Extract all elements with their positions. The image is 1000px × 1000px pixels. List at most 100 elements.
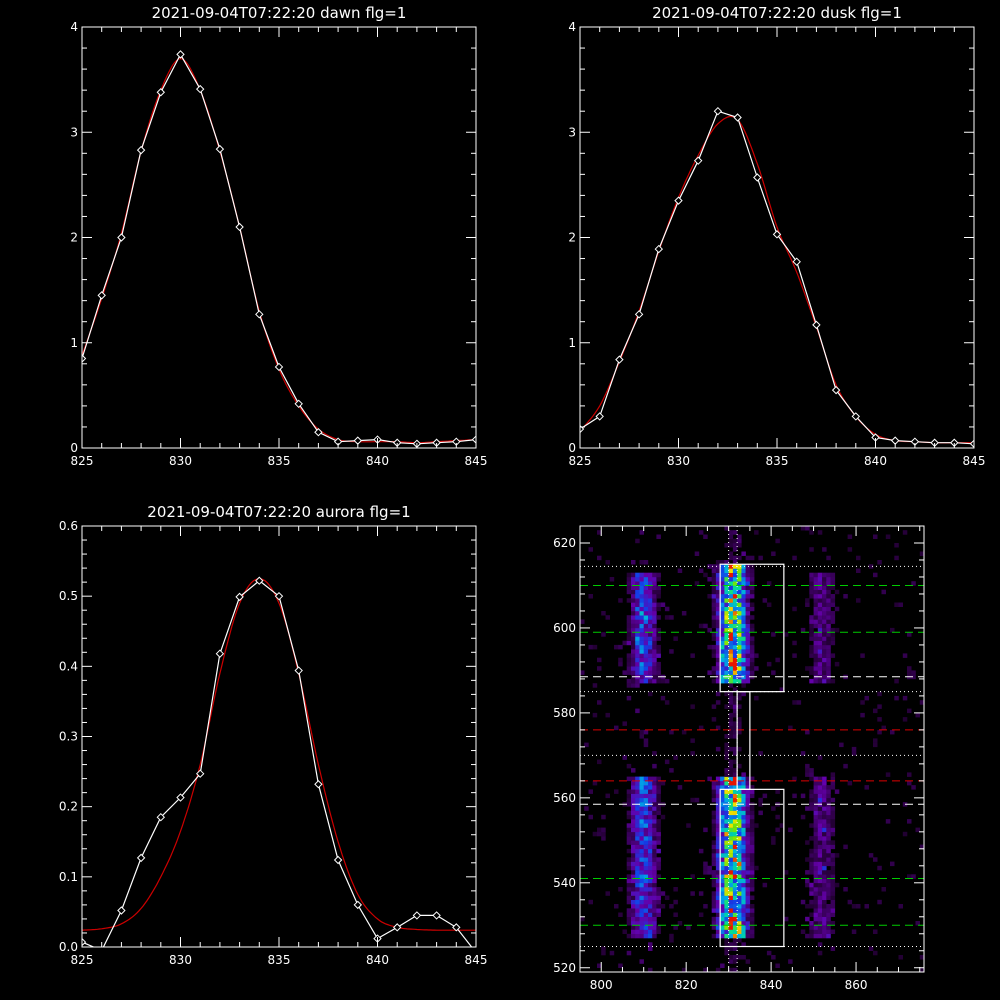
heatmap-cell <box>741 568 746 573</box>
heatmap-cell <box>635 577 640 582</box>
heatmap-cell <box>698 623 704 629</box>
heatmap-cell <box>626 891 632 896</box>
x-tick-label: 830 <box>169 454 192 468</box>
heatmap-cell <box>639 823 644 828</box>
aurora-line-chart: 2021-09-04T07:22:20 aurora flg=1 825 830 8… <box>59 503 488 967</box>
heatmap-cell <box>771 836 776 841</box>
heatmap-cell <box>805 763 810 769</box>
heatmap-cell <box>724 933 729 939</box>
heatmap-cell <box>834 853 840 858</box>
heatmap-cell <box>822 615 827 620</box>
heatmap-cell <box>762 882 768 888</box>
plot-frame <box>579 525 925 973</box>
heatmap-cell <box>728 589 734 595</box>
heatmap-cell <box>737 581 742 586</box>
heatmap-cell <box>618 657 623 663</box>
heatmap-cell <box>618 887 623 892</box>
heatmap-cell <box>741 823 746 828</box>
heatmap-cell <box>715 836 721 841</box>
heatmap-cell <box>749 929 755 934</box>
heatmap-cell <box>711 831 717 837</box>
heatmap-cell <box>741 661 746 667</box>
heatmap-cell <box>826 844 831 850</box>
heatmap-cell <box>737 594 742 599</box>
heatmap-cell <box>588 547 593 552</box>
heatmap-cell <box>643 933 649 939</box>
heatmap-cell <box>584 742 589 748</box>
heatmap-cell <box>817 640 823 646</box>
heatmap-cell <box>732 725 738 731</box>
heatmap-cell <box>648 602 653 607</box>
heatmap-cell <box>860 653 865 658</box>
heatmap-cell <box>635 793 640 799</box>
heatmap-cell <box>741 572 746 578</box>
heatmap-cell <box>737 925 742 930</box>
heatmap-cell <box>652 789 657 794</box>
heatmap-cell <box>817 912 823 917</box>
heatmap-cell <box>643 848 649 854</box>
heatmap-cell <box>732 814 738 820</box>
heatmap-cell <box>720 925 725 930</box>
heatmap-cell <box>648 793 653 799</box>
heatmap-cell <box>737 691 742 697</box>
heatmap-cell <box>715 814 721 820</box>
heatmap-cell <box>737 789 742 794</box>
heatmap-cell <box>724 581 729 586</box>
heatmap-cell <box>741 797 746 803</box>
heatmap-cell <box>890 729 895 735</box>
heatmap-cell <box>635 810 640 816</box>
heatmap-cell <box>732 887 738 892</box>
heatmap-cell <box>728 793 734 799</box>
heatmap-cell <box>648 840 653 845</box>
heatmap-cell <box>720 806 725 811</box>
heatmap-cell <box>817 942 823 947</box>
heatmap-cell <box>732 734 738 739</box>
heatmap-cell <box>656 827 661 833</box>
heatmap-cell <box>749 836 755 841</box>
heatmap-cell <box>728 611 734 616</box>
heatmap-cell <box>720 602 725 607</box>
heatmap-cell <box>724 785 729 790</box>
heatmap-cell <box>792 640 797 646</box>
heatmap-cell <box>817 653 823 658</box>
heatmap-cell <box>813 776 819 782</box>
heatmap-cell <box>643 577 649 582</box>
heatmap-cell <box>728 683 734 688</box>
x-tick-label: 825 <box>71 953 94 967</box>
heatmap-cell <box>817 776 823 782</box>
heatmap-cell <box>720 840 725 845</box>
heatmap-cell <box>745 908 751 913</box>
heatmap-cell <box>643 891 649 896</box>
heatmap-cell <box>622 670 627 675</box>
heatmap-cell <box>711 874 717 879</box>
heatmap-cell <box>813 636 819 641</box>
heatmap-cell <box>728 627 734 633</box>
heatmap-cell <box>626 577 632 582</box>
heatmap-cell <box>626 814 632 820</box>
heatmap-cell <box>643 619 649 624</box>
heatmap-cell <box>639 933 644 939</box>
heatmap-cell <box>783 632 789 637</box>
heatmap-cell <box>745 959 751 964</box>
heatmap-cell <box>720 632 725 637</box>
heatmap-cell <box>711 870 717 875</box>
heatmap-cell <box>737 568 742 573</box>
heatmap-cell <box>745 564 751 569</box>
heatmap-cell <box>673 636 678 641</box>
data-series-line <box>580 110 974 445</box>
heatmap-cell <box>639 848 644 854</box>
x-tick-label: 830 <box>667 454 690 468</box>
heatmap-cell <box>715 598 721 603</box>
heatmap-cell <box>809 912 814 917</box>
heatmap-cell <box>643 640 649 646</box>
heatmap-cell <box>728 776 734 782</box>
heatmap-cell <box>626 921 632 926</box>
heatmap-cell <box>601 632 606 637</box>
heatmap-cell <box>698 848 704 854</box>
heatmap-cell <box>631 577 636 582</box>
heatmap-cell <box>796 700 802 705</box>
heatmap-cell <box>724 840 729 845</box>
heatmap-cell <box>817 861 823 867</box>
heatmap-cell <box>643 840 649 845</box>
heatmap-cell <box>626 827 632 833</box>
